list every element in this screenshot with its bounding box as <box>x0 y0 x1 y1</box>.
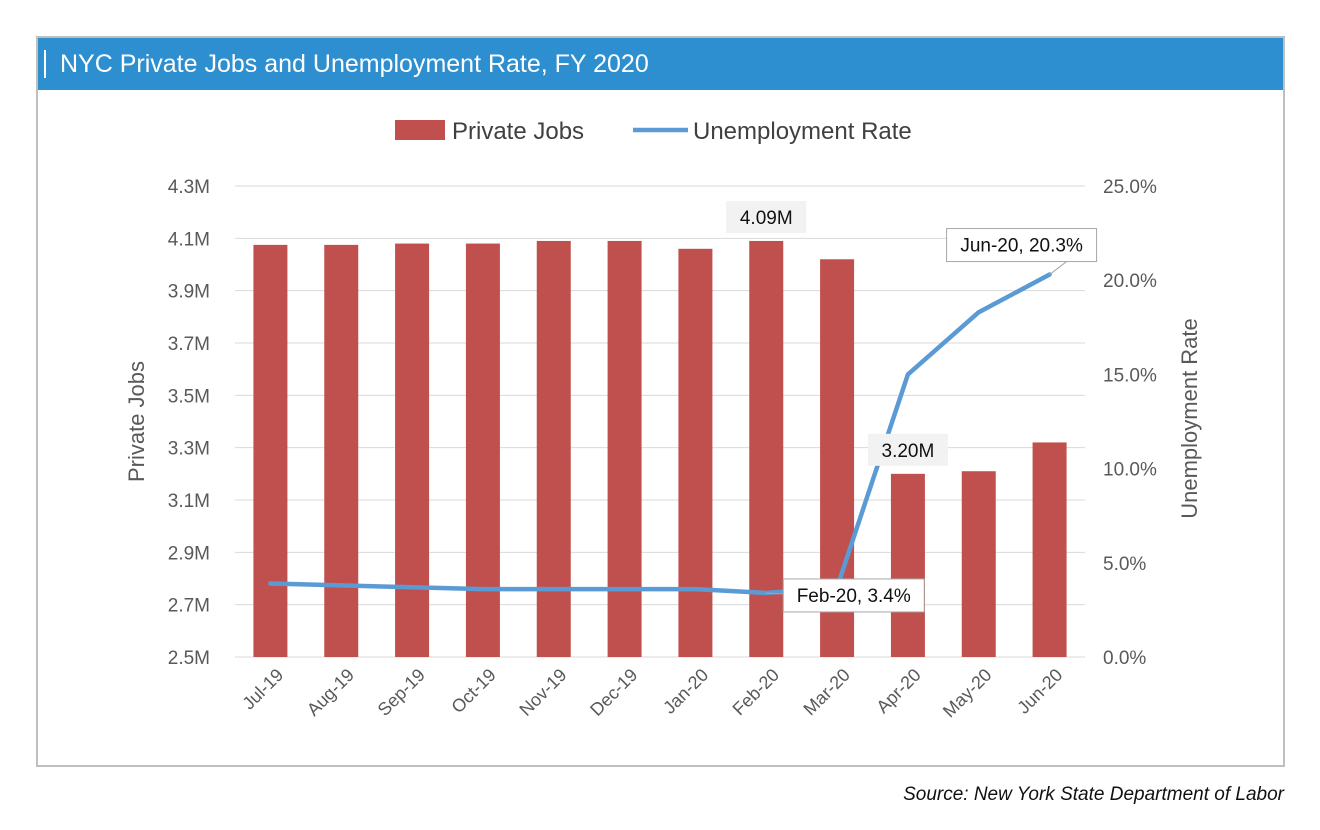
bar <box>395 243 430 658</box>
line-point <box>551 587 556 592</box>
callout-box <box>946 228 1098 263</box>
legend-swatch-bars <box>395 120 445 140</box>
x-tick-label: Sep-19 <box>374 665 429 720</box>
callout-leader <box>1049 261 1067 275</box>
callout-leader <box>766 592 784 595</box>
legend-label-bars: Private Jobs <box>452 118 584 145</box>
bar <box>749 240 784 657</box>
data-label-bg <box>726 200 807 233</box>
line-point <box>622 587 627 592</box>
chart-title: NYC Private Jobs and Unemployment Rate, … <box>60 50 649 78</box>
bar <box>961 471 996 657</box>
y-axis-left-title: Private Jobs <box>124 361 149 482</box>
left-tick-label: 2.7M <box>168 596 210 617</box>
bar <box>253 244 288 657</box>
x-tick-label: Feb-20 <box>729 665 783 719</box>
data-label-bg <box>867 433 948 466</box>
x-tick-label: May-20 <box>939 665 996 722</box>
line-point <box>693 587 698 592</box>
right-tick-label: 0.0% <box>1103 648 1146 669</box>
x-tick-label: Nov-19 <box>515 665 570 720</box>
y-axis-right-title: Unemployment Rate <box>1177 318 1202 519</box>
left-tick-label: 3.1M <box>168 491 210 512</box>
bar <box>890 473 925 657</box>
left-tick-label: 2.5M <box>168 648 210 669</box>
x-tick-label: Jan-20 <box>659 665 712 718</box>
right-tick-label: 15.0% <box>1103 365 1157 386</box>
right-tick-label: 10.0% <box>1103 460 1157 481</box>
left-tick-label: 3.3M <box>168 439 210 460</box>
callout-label: Feb-20, 3.4% <box>797 586 911 607</box>
x-tick-label: Jul-19 <box>238 665 287 714</box>
bar <box>678 248 713 658</box>
right-tick-label: 25.0% <box>1103 177 1157 198</box>
title-accent <box>44 50 46 78</box>
chart-panel: NYC Private Jobs and Unemployment Rate, … <box>36 36 1285 767</box>
data-label: 3.20M <box>882 441 935 462</box>
line-point <box>268 581 273 586</box>
left-tick-label: 3.5M <box>168 386 210 407</box>
data-label: 4.09M <box>740 208 793 229</box>
legend-label-line: Unemployment Rate <box>693 118 912 145</box>
bar <box>536 240 571 657</box>
unemployment-line <box>268 272 1052 596</box>
x-tick-label: Aug-19 <box>303 665 358 720</box>
x-tick-label: Apr-20 <box>872 665 924 717</box>
left-tick-label: 4.1M <box>168 229 210 250</box>
title-bar: NYC Private Jobs and Unemployment Rate, … <box>38 38 1283 90</box>
left-tick-label: 3.7M <box>168 334 210 355</box>
left-tick-label: 3.9M <box>168 282 210 303</box>
source-note: Source: New York State Department of Lab… <box>903 784 1284 805</box>
callout-box <box>782 578 925 613</box>
bar <box>465 243 500 658</box>
left-tick-label: 4.3M <box>168 177 210 198</box>
right-tick-label: 5.0% <box>1103 554 1146 575</box>
bar <box>607 240 642 657</box>
right-tick-label: 20.0% <box>1103 271 1157 292</box>
left-tick-label: 2.9M <box>168 543 210 564</box>
x-tick-label: Oct-19 <box>447 665 499 717</box>
line-point <box>480 587 485 592</box>
x-tick-label: Jun-20 <box>1013 665 1066 718</box>
line-point <box>339 583 344 588</box>
line-point <box>976 310 981 315</box>
x-tick-label: Mar-20 <box>799 665 853 719</box>
x-tick-label: Dec-19 <box>586 665 641 720</box>
callout-label: Jun-20, 20.3% <box>960 236 1083 257</box>
line-point <box>905 372 910 377</box>
line-point <box>410 585 415 590</box>
bar <box>324 244 359 657</box>
bar <box>1032 442 1067 657</box>
